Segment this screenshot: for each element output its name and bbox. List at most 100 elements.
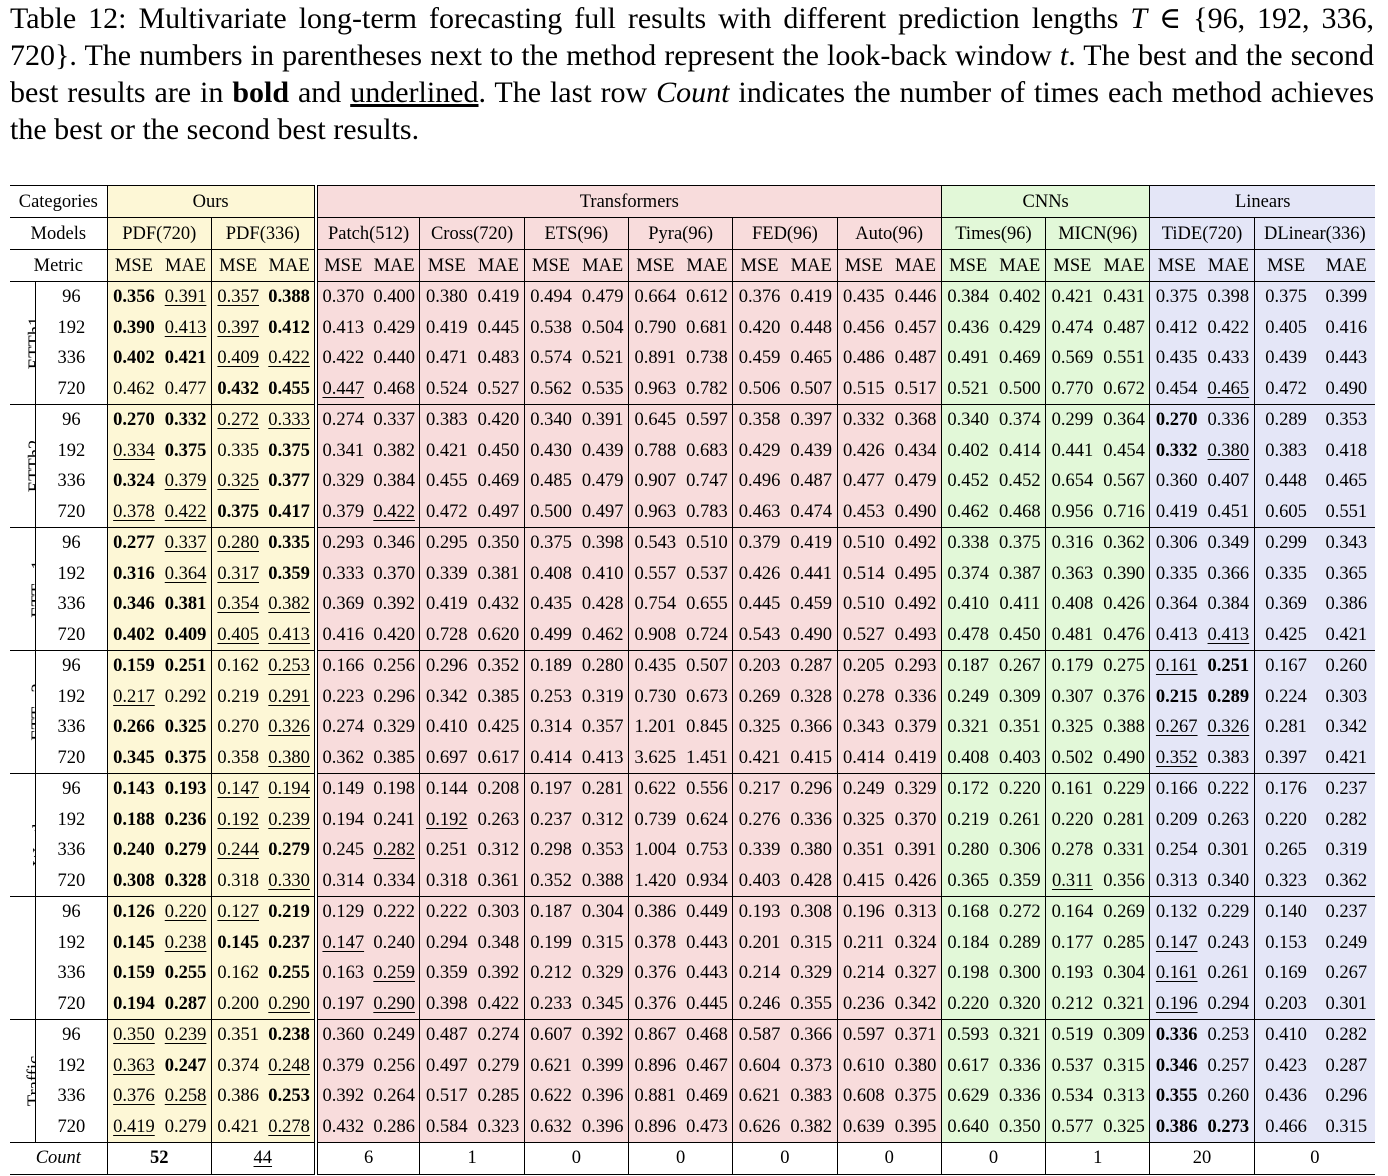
value-cell: 0.381 (473, 558, 525, 589)
value-cell: 0.419 (785, 527, 838, 559)
value-cell: 1.451 (681, 742, 733, 774)
value-cell: 0.346 (106, 589, 161, 620)
value-cell: 0.375 (160, 742, 212, 774)
dataset-name: Traffic (25, 1055, 36, 1107)
value-cell: 0.474 (1045, 312, 1099, 343)
value-cell: 0.490 (1098, 742, 1150, 774)
value-cell: 0.198 (940, 958, 995, 989)
table-row: 192 0.145 0.238 0.145 0.237 0.147 0.240 0.294 0.… (10, 927, 1375, 958)
value-cell: 0.194 (313, 804, 369, 835)
value-cell: 0.199 (523, 927, 578, 958)
value-cell: 0.622 (627, 773, 682, 805)
table-row: 192 0.390 0.413 0.397 0.412 0.413 0.429 0.419 0.… (10, 312, 1375, 343)
value-cell: 0.375 (523, 527, 578, 559)
value-cell: 0.317 (210, 558, 265, 589)
value-cell: 0.473 (681, 1111, 733, 1143)
value-cell: 0.189 (523, 650, 578, 682)
value-cell: 0.291 (264, 681, 316, 712)
value-cell: 0.386 (1149, 1111, 1204, 1143)
value-cell: 0.314 (523, 712, 578, 743)
value-cell: 0.405 (210, 619, 265, 651)
value-cell: 0.306 (994, 835, 1046, 866)
value-cell: 0.263 (473, 804, 525, 835)
value-cell: 0.378 (627, 927, 682, 958)
value-cell: 0.379 (313, 496, 369, 528)
value-cell: 0.375 (1253, 281, 1318, 313)
value-cell: 0.198 (368, 773, 420, 805)
horizon-label: 96 (35, 1019, 108, 1051)
table-row: 720 0.308 0.328 0.318 0.330 0.314 0.334 0.318 0.… (10, 865, 1375, 897)
value-cell: 0.537 (1045, 1050, 1099, 1081)
value-cell: 0.487 (1098, 312, 1150, 343)
count-value: 44 (210, 1142, 316, 1175)
value-cell: 0.502 (1045, 742, 1099, 774)
value-cell: 0.432 (210, 373, 265, 405)
value-cell: 0.296 (419, 650, 474, 682)
value-cell: 0.279 (160, 835, 212, 866)
value-cell: 0.279 (160, 1111, 212, 1143)
value-cell: 0.220 (1045, 804, 1099, 835)
value-cell: 0.343 (1317, 527, 1375, 559)
value-cell: 0.289 (1203, 681, 1255, 712)
value-cell: 0.236 (160, 804, 212, 835)
value-cell: 0.149 (313, 773, 369, 805)
value-cell: 0.320 (994, 988, 1046, 1020)
count-value: 0 (1253, 1142, 1375, 1175)
value-cell: 0.439 (577, 435, 629, 466)
value-cell: 0.280 (577, 650, 629, 682)
value-cell: 0.321 (994, 1019, 1046, 1051)
value-cell: 0.276 (732, 804, 786, 835)
value-cell: 0.364 (160, 558, 212, 589)
value-cell: 0.383 (419, 404, 474, 436)
value-cell: 0.324 (890, 927, 942, 958)
value-cell: 0.301 (1317, 988, 1375, 1020)
value-cell: 0.350 (994, 1111, 1046, 1143)
value-cell: 0.336 (890, 681, 942, 712)
table-row: 720 0.419 0.279 0.421 0.278 0.432 0.286 0.584 0.… (10, 1111, 1375, 1143)
value-cell: 0.537 (681, 558, 733, 589)
value-cell: 0.381 (160, 589, 212, 620)
value-cell: 0.455 (264, 373, 316, 405)
value-cell: 0.907 (627, 466, 682, 497)
value-cell: 0.253 (523, 681, 578, 712)
value-cell: 0.419 (106, 1111, 161, 1143)
value-cell: 0.426 (1098, 589, 1150, 620)
value-cell: 0.166 (313, 650, 369, 682)
value-cell: 0.421 (1045, 281, 1099, 313)
value-cell: 0.370 (368, 558, 420, 589)
value-cell: 0.277 (106, 527, 161, 559)
value-cell: 0.413 (264, 619, 316, 651)
value-cell: 0.358 (732, 404, 786, 436)
value-cell: 0.203 (732, 650, 786, 682)
value-cell: 0.388 (1098, 712, 1150, 743)
value-cell: 0.255 (264, 958, 316, 989)
value-cell: 0.261 (994, 804, 1046, 835)
horizon-label: 336 (35, 958, 108, 989)
value-cell: 0.315 (1098, 1050, 1150, 1081)
value-cell: 0.788 (627, 435, 682, 466)
value-cell: 0.409 (210, 343, 265, 374)
value-cell: 0.345 (577, 988, 629, 1020)
value-cell: 0.375 (264, 435, 316, 466)
value-cell: 0.379 (890, 712, 942, 743)
horizon-label: 192 (35, 1050, 108, 1081)
value-cell: 0.730 (627, 681, 682, 712)
value-cell: 0.329 (313, 466, 369, 497)
value-cell: 0.351 (994, 712, 1046, 743)
value-cell: 0.452 (994, 466, 1046, 497)
value-cell: 0.166 (1149, 773, 1204, 805)
value-cell: 0.370 (313, 281, 369, 313)
value-cell: 0.144 (419, 773, 474, 805)
value-cell: 0.300 (994, 958, 1046, 989)
value-cell: 0.319 (577, 681, 629, 712)
value-cell: 0.426 (732, 558, 786, 589)
value-cell: 0.507 (785, 373, 838, 405)
value-cell: 0.557 (627, 558, 682, 589)
value-cell: 0.167 (1253, 650, 1318, 682)
dataset-name: ETTh1 (26, 316, 36, 370)
table-row: 720 0.345 0.375 0.358 0.380 0.362 0.385 0.697 0.… (10, 742, 1375, 774)
value-cell: 0.413 (1203, 619, 1255, 651)
value-cell: 0.467 (681, 1050, 733, 1081)
value-cell: 0.327 (890, 958, 942, 989)
value-cell: 0.664 (627, 281, 682, 313)
